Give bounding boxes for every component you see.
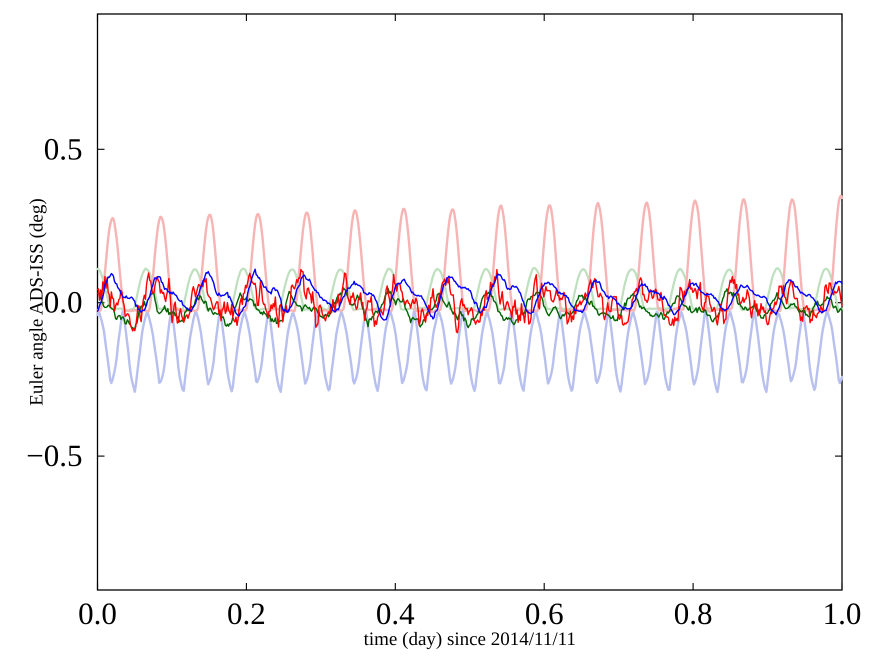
svg-text:time (day) since 2014/11/11: time (day) since 2014/11/11 [364,629,576,650]
svg-text:0.0: 0.0 [44,285,83,320]
svg-text:0.4: 0.4 [376,596,415,631]
svg-text:0.8: 0.8 [674,596,713,631]
svg-text:0.0: 0.0 [78,596,117,631]
svg-text:0.2: 0.2 [227,596,266,631]
svg-text:1.0: 1.0 [823,596,862,631]
svg-text:−0.5: −0.5 [26,438,82,473]
svg-text:0.5: 0.5 [44,131,83,166]
svg-text:Euler angle ADS-ISS (deg): Euler angle ADS-ISS (deg) [27,198,48,405]
svg-text:0.6: 0.6 [525,596,564,631]
